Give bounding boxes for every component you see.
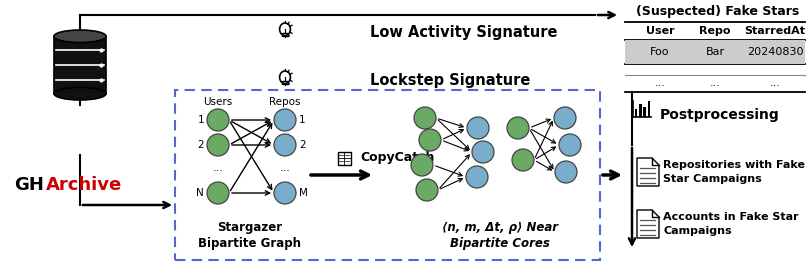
- Bar: [634, 109, 638, 117]
- Ellipse shape: [414, 107, 436, 129]
- Ellipse shape: [555, 161, 577, 183]
- Ellipse shape: [416, 179, 438, 201]
- Bar: [647, 100, 650, 117]
- Ellipse shape: [554, 107, 576, 129]
- Text: ...: ...: [654, 78, 666, 88]
- Text: Stargazer
Bipartite Graph: Stargazer Bipartite Graph: [199, 221, 301, 250]
- Ellipse shape: [419, 129, 441, 151]
- Polygon shape: [637, 210, 659, 238]
- Bar: [338, 152, 351, 165]
- Text: 1: 1: [299, 115, 305, 125]
- Text: ...: ...: [769, 78, 781, 88]
- Text: ...: ...: [709, 78, 721, 88]
- Ellipse shape: [274, 134, 296, 156]
- Text: 2: 2: [197, 140, 204, 150]
- Bar: [639, 104, 642, 117]
- Text: Archive: Archive: [46, 176, 122, 194]
- Ellipse shape: [559, 134, 581, 156]
- Ellipse shape: [54, 87, 106, 100]
- Ellipse shape: [466, 166, 488, 188]
- Text: ...: ...: [280, 163, 290, 173]
- Ellipse shape: [207, 182, 229, 204]
- Bar: [625, 40, 805, 64]
- Ellipse shape: [507, 117, 529, 139]
- Ellipse shape: [411, 154, 433, 176]
- Polygon shape: [637, 158, 659, 186]
- Bar: [175, 90, 600, 260]
- Text: Postprocessing: Postprocessing: [660, 108, 780, 122]
- Text: StarredAt: StarredAt: [744, 26, 806, 36]
- Bar: [282, 81, 288, 84]
- Text: Low Activity Signature: Low Activity Signature: [370, 25, 558, 40]
- Bar: [54, 36, 106, 94]
- Text: Foo: Foo: [650, 47, 670, 57]
- Text: GH: GH: [14, 176, 44, 194]
- Ellipse shape: [207, 134, 229, 156]
- Ellipse shape: [472, 141, 494, 163]
- Text: ⟨n, m, Δt, ρ⟩ Near
Bipartite Cores: ⟨n, m, Δt, ρ⟩ Near Bipartite Cores: [442, 221, 558, 250]
- Text: Accounts in Fake Star
Campaigns: Accounts in Fake Star Campaigns: [663, 212, 798, 236]
- Text: 20240830: 20240830: [747, 47, 803, 57]
- Text: CopyCatch: CopyCatch: [360, 152, 435, 165]
- Text: Users: Users: [204, 97, 233, 107]
- Text: Repositories with Fake
Star Campaigns: Repositories with Fake Star Campaigns: [663, 161, 805, 184]
- Bar: [643, 107, 646, 117]
- Text: Repos: Repos: [269, 97, 301, 107]
- Text: 1: 1: [197, 115, 204, 125]
- Ellipse shape: [512, 149, 534, 171]
- Ellipse shape: [274, 109, 296, 131]
- Text: 2: 2: [299, 140, 305, 150]
- Text: Bar: Bar: [705, 47, 725, 57]
- Ellipse shape: [207, 109, 229, 131]
- Ellipse shape: [274, 182, 296, 204]
- Text: User: User: [646, 26, 675, 36]
- Text: ...: ...: [213, 163, 224, 173]
- Text: Repo: Repo: [699, 26, 730, 36]
- Ellipse shape: [467, 117, 489, 139]
- Text: Lockstep Signature: Lockstep Signature: [370, 73, 530, 88]
- Ellipse shape: [54, 30, 106, 43]
- Text: M: M: [299, 188, 308, 198]
- Text: N: N: [196, 188, 204, 198]
- Text: (Suspected) Fake Stars: (Suspected) Fake Stars: [637, 5, 800, 19]
- Bar: [282, 33, 288, 35]
